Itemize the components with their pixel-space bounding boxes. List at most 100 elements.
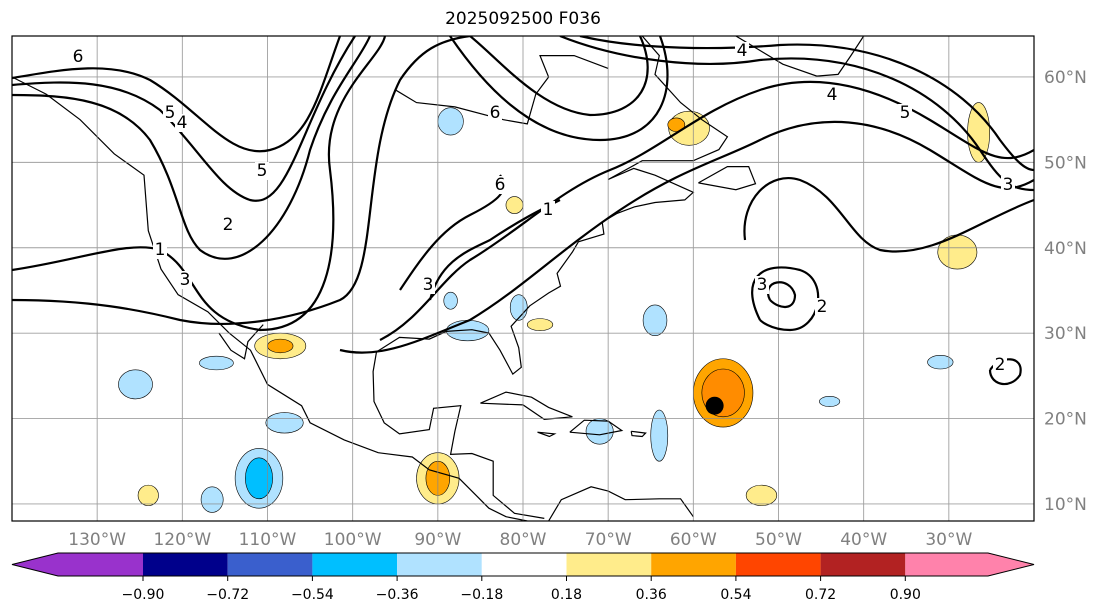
- shaded-region: [667, 117, 686, 132]
- contour-label: 1: [155, 240, 166, 260]
- contour-label-bg: [825, 86, 839, 104]
- contour-label-bg: [815, 298, 829, 316]
- contour-label-bg: [163, 104, 177, 122]
- contour-label: 4: [177, 113, 188, 133]
- coastline: [372, 36, 729, 519]
- shaded-region: [505, 196, 524, 214]
- contour-label: 6: [490, 103, 501, 123]
- lon-label: 100°W: [324, 530, 382, 550]
- map-title: 2025092500 F036: [445, 9, 601, 29]
- contour-label-bg: [898, 104, 912, 122]
- shaded-region: [137, 484, 159, 506]
- contour-label: 5: [900, 103, 911, 123]
- shaded-region: [443, 291, 458, 310]
- contour-label: 4: [827, 85, 838, 105]
- contour-label: 2: [817, 297, 828, 317]
- shaded-region: [200, 486, 224, 513]
- contour-label: 6: [495, 175, 506, 195]
- coastline: [569, 419, 624, 436]
- colorbar-segment: [143, 553, 228, 576]
- colorbar-tick-label: 0.36: [636, 587, 667, 603]
- contour-label-bg: [255, 162, 269, 180]
- colorbar-outline: [11, 552, 1035, 577]
- shaded-region: [267, 338, 294, 354]
- coastline: [630, 430, 647, 438]
- lat-label: 50°N: [1044, 153, 1087, 173]
- contour-label-bg: [178, 271, 192, 289]
- coastline: [480, 391, 573, 421]
- contour-label: 3: [757, 275, 768, 295]
- lon-label: 120°W: [153, 530, 211, 550]
- contour-label: 3: [180, 270, 191, 290]
- shaded-region: [245, 457, 273, 500]
- shaded-region: [642, 304, 668, 337]
- colorbar-tick-label: 0.54: [720, 587, 751, 603]
- colorbar-segment: [58, 553, 143, 576]
- lon-label: 70°W: [585, 530, 632, 550]
- colorbar-segment: [905, 553, 988, 576]
- colorbar-segment: [312, 553, 398, 576]
- shaded-region: [819, 396, 841, 407]
- contour-label: 4: [737, 41, 748, 61]
- contour-label-bg: [221, 216, 235, 234]
- contour-label-bg: [153, 241, 167, 259]
- contour-label: 1: [543, 200, 554, 220]
- lon-label: 130°W: [68, 530, 126, 550]
- lon-label: 30°W: [925, 530, 972, 550]
- lat-label: 40°N: [1044, 239, 1087, 259]
- map-frame: [11, 35, 1035, 522]
- contour-lines: [12, 36, 1034, 386]
- storm-center-marker: [705, 396, 724, 415]
- contour-label: 2: [995, 355, 1006, 375]
- colorbar-tick-label: −0.72: [206, 587, 249, 603]
- contour-label-bg: [735, 42, 749, 60]
- shaded-field: [118, 102, 991, 513]
- lat-label: 60°N: [1044, 68, 1087, 88]
- colorbar-segment: [820, 553, 906, 576]
- colorbar-segment: [651, 553, 736, 576]
- contour-label-bg: [755, 276, 769, 294]
- contour-label: 3: [1003, 175, 1014, 195]
- longitude-labels: 130°W 120°W 110°W 100°W 90°W 80°W 70°W 60°W 50°W…: [68, 530, 972, 550]
- colorbar-segment: [735, 553, 821, 576]
- coastline: [735, 36, 865, 77]
- colorbar-segment: [397, 553, 482, 576]
- shaded-region: [509, 294, 528, 321]
- coastline: [218, 324, 264, 360]
- storm-center-dot: [705, 396, 724, 415]
- colorbar: −0.90 −0.72 −0.54 −0.36 −0.18 0.18 0.36 0.54 0.7…: [11, 552, 1035, 603]
- colorbar-tick-label: 0.90: [890, 587, 921, 603]
- shaded-region: [927, 355, 954, 370]
- coastline: [394, 55, 609, 125]
- lon-label: 60°W: [670, 530, 717, 550]
- contour-label-bg: [541, 201, 555, 219]
- shaded-region: [199, 355, 234, 371]
- shaded-region: [526, 318, 554, 331]
- gridlines: [12, 36, 1034, 521]
- lat-label: 10°N: [1044, 495, 1087, 515]
- colorbar-tick-label: −0.90: [122, 587, 165, 603]
- shaded-region: [118, 369, 153, 400]
- contour-label-bg: [493, 176, 507, 194]
- lon-label: 90°W: [414, 530, 461, 550]
- shaded-region: [745, 484, 778, 506]
- coastline: [548, 486, 694, 521]
- colorbar-tick-label: 0.18: [551, 587, 582, 603]
- colorbar-segment: [227, 553, 313, 576]
- colorbar-tick-label: −0.36: [376, 587, 419, 603]
- contour-label-bg: [993, 356, 1007, 374]
- contour-label-bg: [488, 104, 502, 122]
- colorbar-segment: [481, 553, 567, 576]
- lat-label: 30°N: [1044, 324, 1087, 344]
- shaded-region: [437, 107, 464, 136]
- contour-label: 5: [257, 161, 268, 181]
- colorbar-extend-low: [12, 553, 58, 576]
- contour-label-bg: [175, 114, 189, 132]
- lon-label: 80°W: [500, 530, 547, 550]
- contour-label: 2: [223, 215, 234, 235]
- coastline: [698, 166, 757, 191]
- shaded-region: [265, 412, 304, 434]
- coastline: [537, 431, 557, 438]
